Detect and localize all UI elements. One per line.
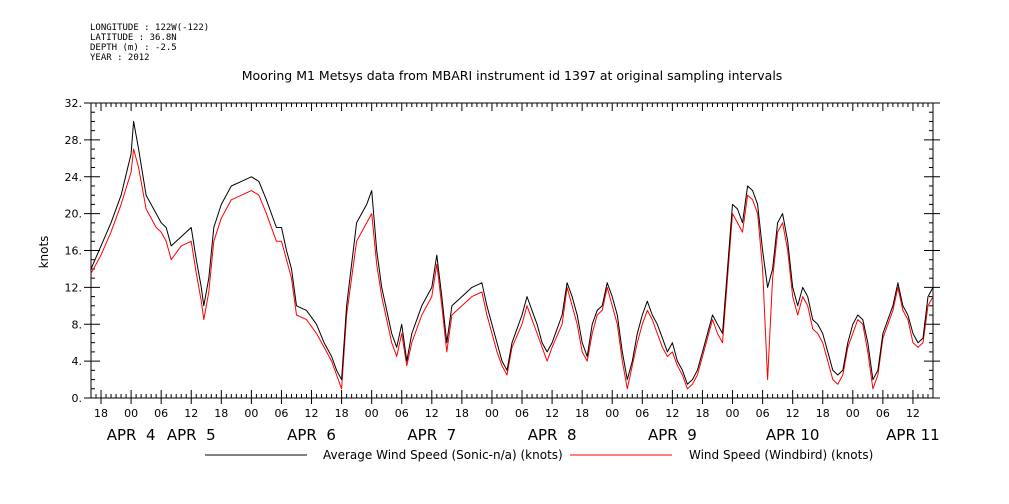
x-tick-label: 18 bbox=[335, 407, 349, 420]
x-tick-label: 00 bbox=[365, 407, 379, 420]
x-tick-label: 06 bbox=[635, 407, 649, 420]
x-tick-label: 12 bbox=[906, 407, 920, 420]
latitude-text: LATITUDE : 36.8N bbox=[90, 33, 177, 43]
x-tick-label: 12 bbox=[786, 407, 800, 420]
y-axis-title: knots bbox=[37, 236, 51, 269]
x-tick-label: 18 bbox=[214, 407, 228, 420]
x-tick-label: 12 bbox=[545, 407, 559, 420]
x-tick-label: 12 bbox=[184, 407, 198, 420]
y-tick-label: 4. bbox=[72, 355, 83, 368]
series-line-average-wind bbox=[90, 120, 934, 385]
y-axis: 0. 4. 8. 12. 16. 20. 24. 28. 32. bbox=[65, 97, 940, 405]
x-tick-label: 00 bbox=[846, 407, 860, 420]
x-tick-label: 06 bbox=[515, 407, 529, 420]
y-tick-label: 8. bbox=[72, 318, 83, 331]
x-tick-label: 00 bbox=[244, 407, 258, 420]
x-day-label: APR 8 bbox=[528, 426, 577, 444]
x-day-label: APR 10 bbox=[766, 426, 820, 444]
legend-label-windbird: Wind Speed (Windbird) (knots) bbox=[689, 448, 873, 462]
y-tick-label: 16. bbox=[65, 245, 83, 258]
x-tick-label: 00 bbox=[726, 407, 740, 420]
x-tick-label: 18 bbox=[575, 407, 589, 420]
x-day-label: APR 6 bbox=[287, 426, 336, 444]
x-tick-label: 18 bbox=[816, 407, 830, 420]
x-tick-label: 18 bbox=[695, 407, 709, 420]
y-tick-label: 12. bbox=[65, 281, 83, 294]
x-tick-label: 12 bbox=[665, 407, 679, 420]
y-tick-label: 28. bbox=[65, 134, 83, 147]
x-tick-label: 00 bbox=[485, 407, 499, 420]
y-tick-label: 24. bbox=[65, 171, 83, 184]
x-day-label: APR 11 bbox=[886, 426, 940, 444]
x-tick-label: 06 bbox=[154, 407, 168, 420]
series-line-windbird bbox=[90, 148, 934, 390]
depth-text: DEPTH (m) : -2.5 bbox=[90, 43, 177, 53]
metadata-block: LONGITUDE : 122W(-122) LATITUDE : 36.8N … bbox=[90, 23, 209, 63]
x-tick-label: 00 bbox=[605, 407, 619, 420]
x-axis: 18 00 06 12 18 00 06 12 18 00 06 12 18 00 06 12 18 00 06 12… bbox=[90, 103, 940, 444]
x-day-label: APR 4 bbox=[107, 426, 156, 444]
x-tick-label: 18 bbox=[94, 407, 108, 420]
x-tick-label: 00 bbox=[124, 407, 138, 420]
x-day-label: APR 5 bbox=[167, 426, 216, 444]
x-tick-label: 12 bbox=[305, 407, 319, 420]
x-tick-label: 18 bbox=[455, 407, 469, 420]
x-tick-label: 06 bbox=[395, 407, 409, 420]
x-day-label: APR 9 bbox=[648, 426, 697, 444]
x-day-label: APR 7 bbox=[407, 426, 456, 444]
x-tick-label: 06 bbox=[274, 407, 288, 420]
x-tick-label: 06 bbox=[876, 407, 890, 420]
series-layer bbox=[90, 120, 934, 390]
year-text: YEAR : 2012 bbox=[90, 53, 150, 63]
y-tick-label: 20. bbox=[65, 208, 83, 221]
x-tick-label: 12 bbox=[425, 407, 439, 420]
longitude-text: LONGITUDE : 122W(-122) bbox=[90, 23, 209, 33]
legend: Average Wind Speed (Sonic-n/a) (knots) W… bbox=[205, 448, 873, 462]
y-tick-label: 0. bbox=[72, 392, 83, 405]
legend-label-average-wind: Average Wind Speed (Sonic-n/a) (knots) bbox=[323, 448, 563, 462]
plot-frame bbox=[90, 102, 934, 399]
y-tick-label: 32. bbox=[65, 97, 83, 110]
x-tick-label: 06 bbox=[756, 407, 770, 420]
plot-border bbox=[90, 102, 934, 399]
chart-title: Mooring M1 Metsys data from MBARI instru… bbox=[242, 68, 783, 83]
